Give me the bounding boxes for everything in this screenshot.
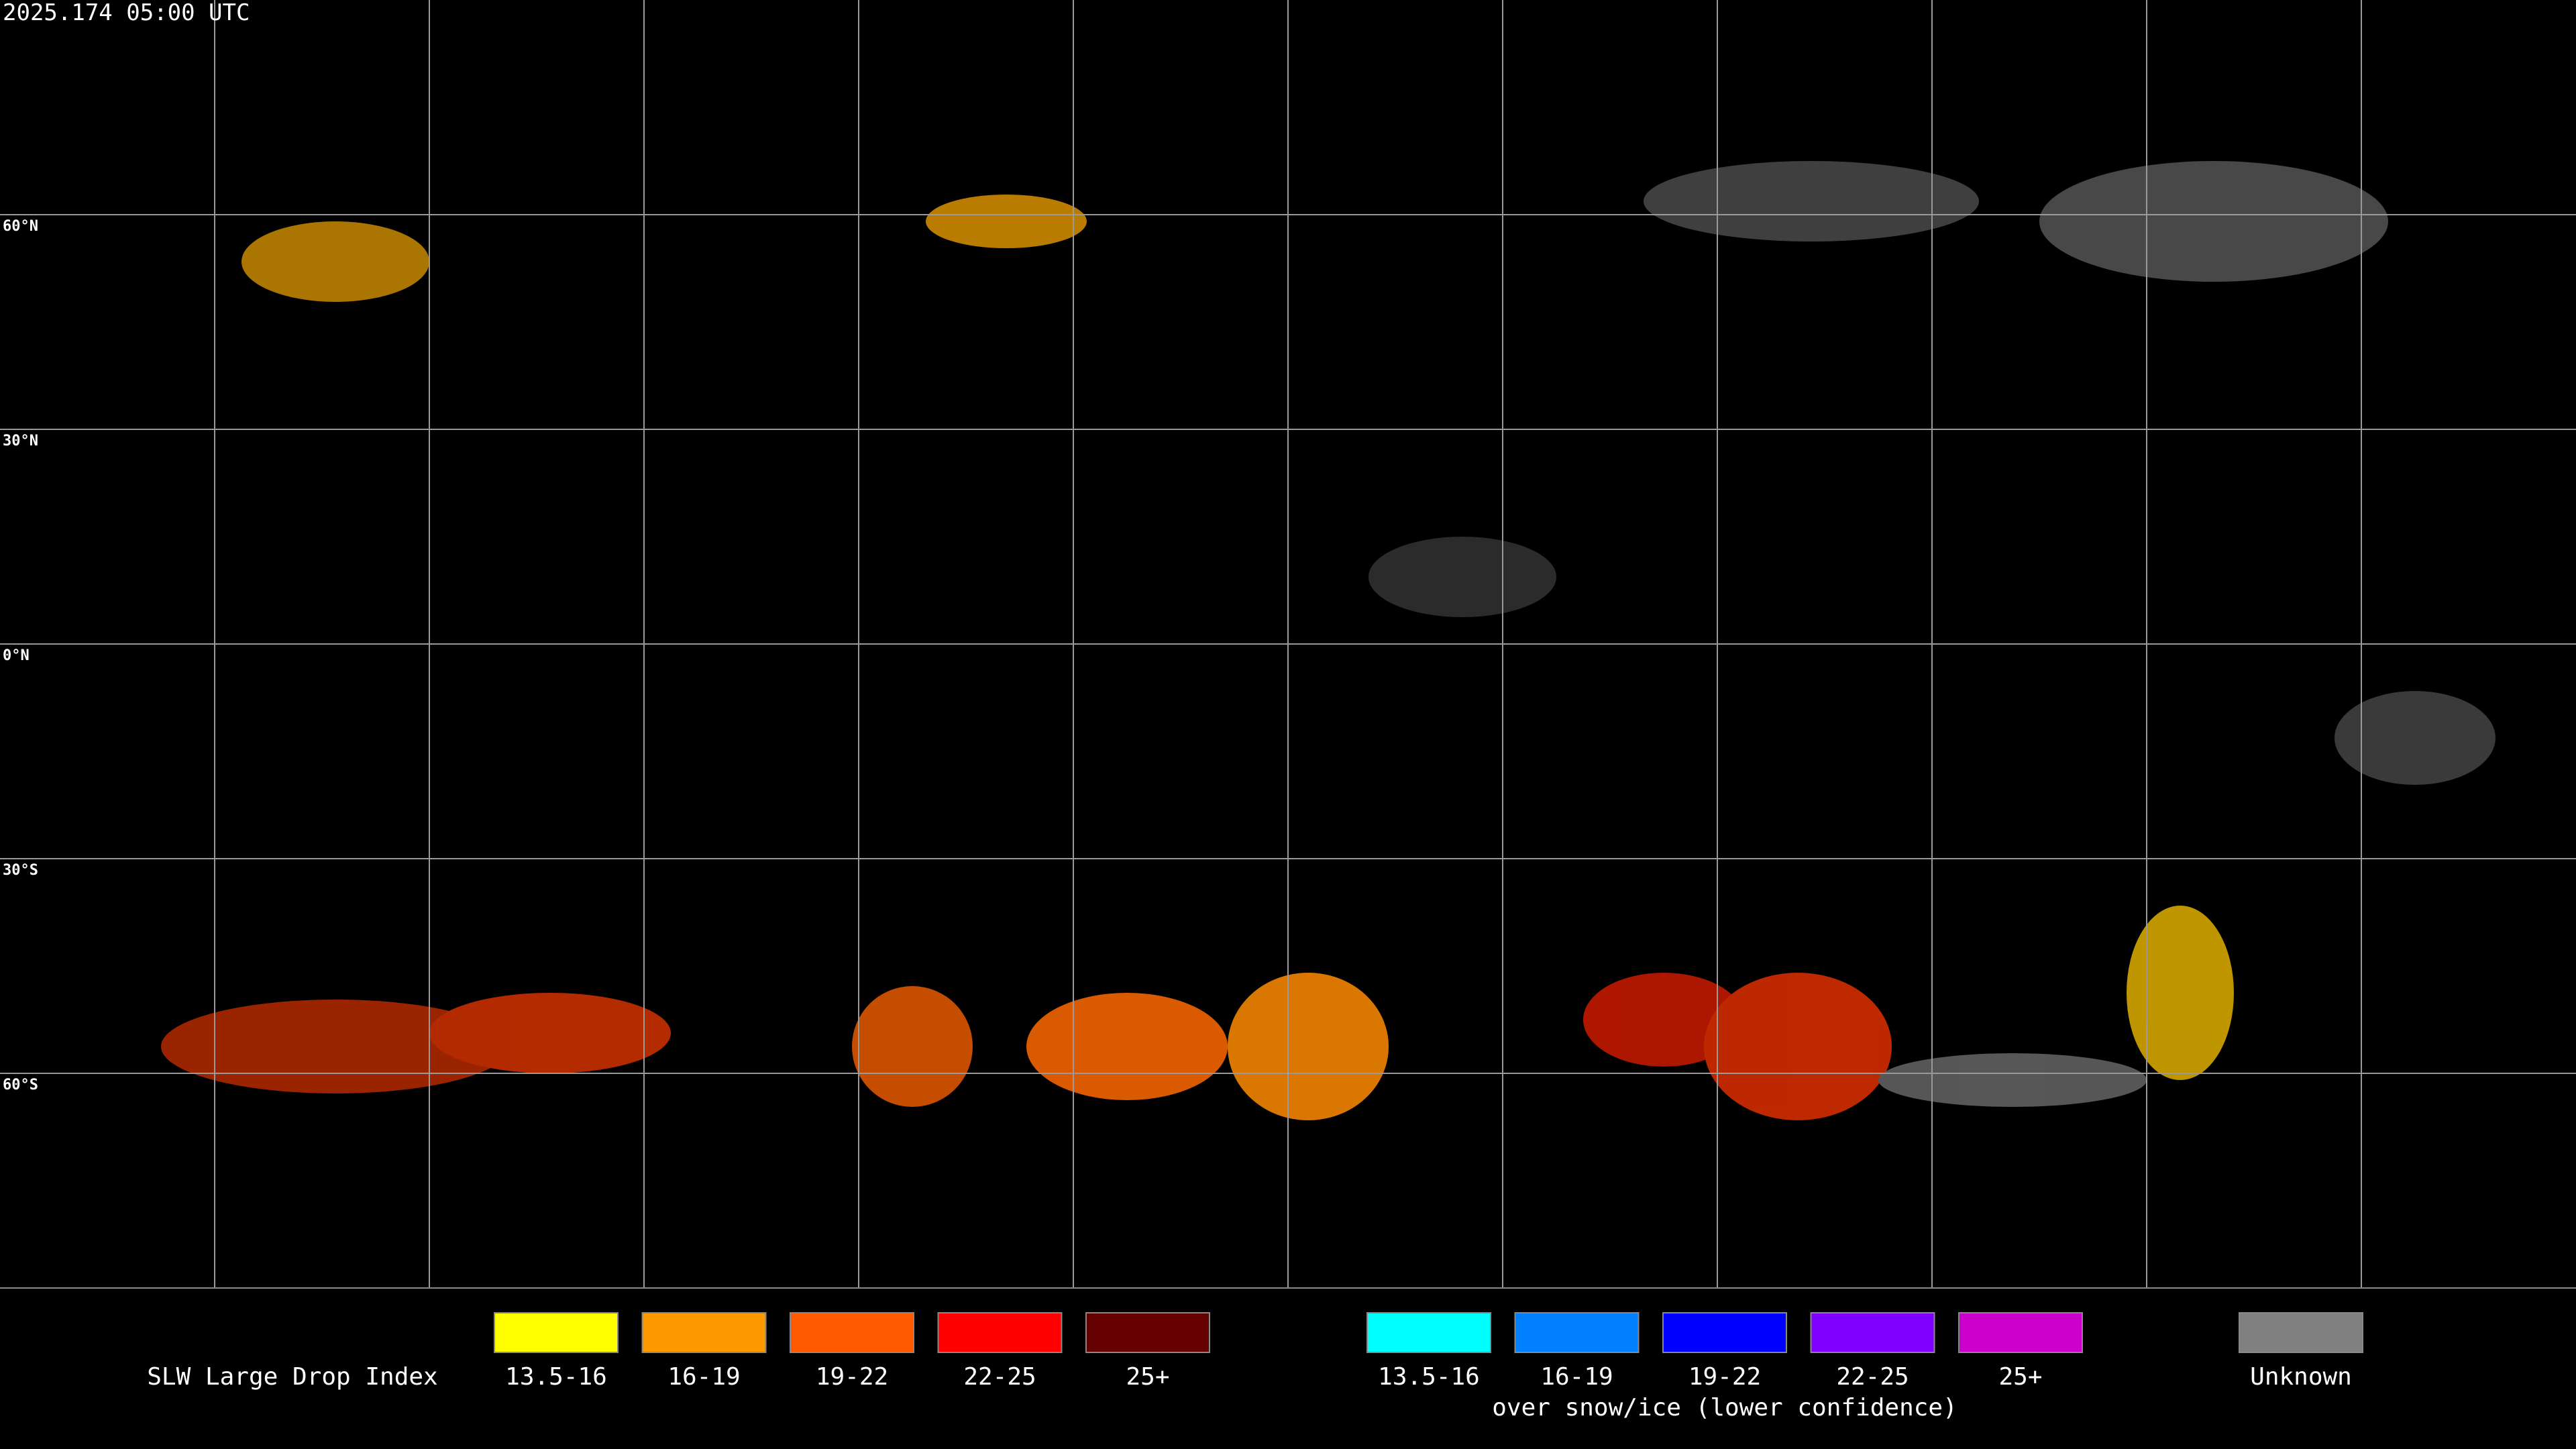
legend-label: 16-19: [1540, 1363, 1613, 1391]
legend-label: 19-22: [1688, 1363, 1761, 1391]
legend-label: 19-22: [816, 1363, 888, 1391]
legend-swatch: [1085, 1312, 1210, 1353]
legend-label: 25+: [1998, 1363, 2042, 1391]
legend-label: 13.5-16: [1378, 1363, 1480, 1391]
legend-label: 25+: [1126, 1363, 1169, 1391]
legend-label: Unknown: [2250, 1363, 2352, 1391]
legend-swatch: [2239, 1312, 2363, 1353]
legend-label: 16-19: [667, 1363, 740, 1391]
latitude-label: 30°N: [3, 433, 38, 449]
legend-caption: over snow/ice (lower confidence): [1492, 1394, 1957, 1421]
cloud-field: [161, 161, 2496, 1120]
legend-label: 13.5-16: [505, 1363, 607, 1391]
latitude-label: 0°N: [3, 647, 30, 664]
graticule: [0, 0, 2576, 1289]
latitude-label: 60°S: [3, 1077, 38, 1093]
latitude-label: 60°N: [3, 218, 38, 235]
legend-swatch: [1514, 1312, 1640, 1353]
legend-swatch: [641, 1312, 767, 1353]
legend-title: SLW Large Drop Index: [147, 1363, 437, 1391]
latitude-labels: 60°N 30°N 0°N 30°S 60°S: [3, 218, 38, 1093]
latitude-label: 30°S: [3, 862, 38, 879]
legend-swatch: [937, 1312, 1063, 1353]
timestamp: 2025.174 05:00 UTC: [3, 0, 250, 26]
legend-swatch: [790, 1312, 914, 1353]
legend-swatch: [1958, 1312, 2083, 1353]
legend-label: 22-25: [963, 1363, 1036, 1391]
legend-swatch: [1662, 1312, 1787, 1353]
legend-swatch: [1366, 1312, 1491, 1353]
legend: SLW Large Drop Index 13.5-16 16-19 19-22 22…: [147, 1312, 2363, 1421]
legend-label: 22-25: [1836, 1363, 1909, 1391]
legend-swatch: [494, 1312, 619, 1353]
legend-swatch: [1810, 1312, 1935, 1353]
